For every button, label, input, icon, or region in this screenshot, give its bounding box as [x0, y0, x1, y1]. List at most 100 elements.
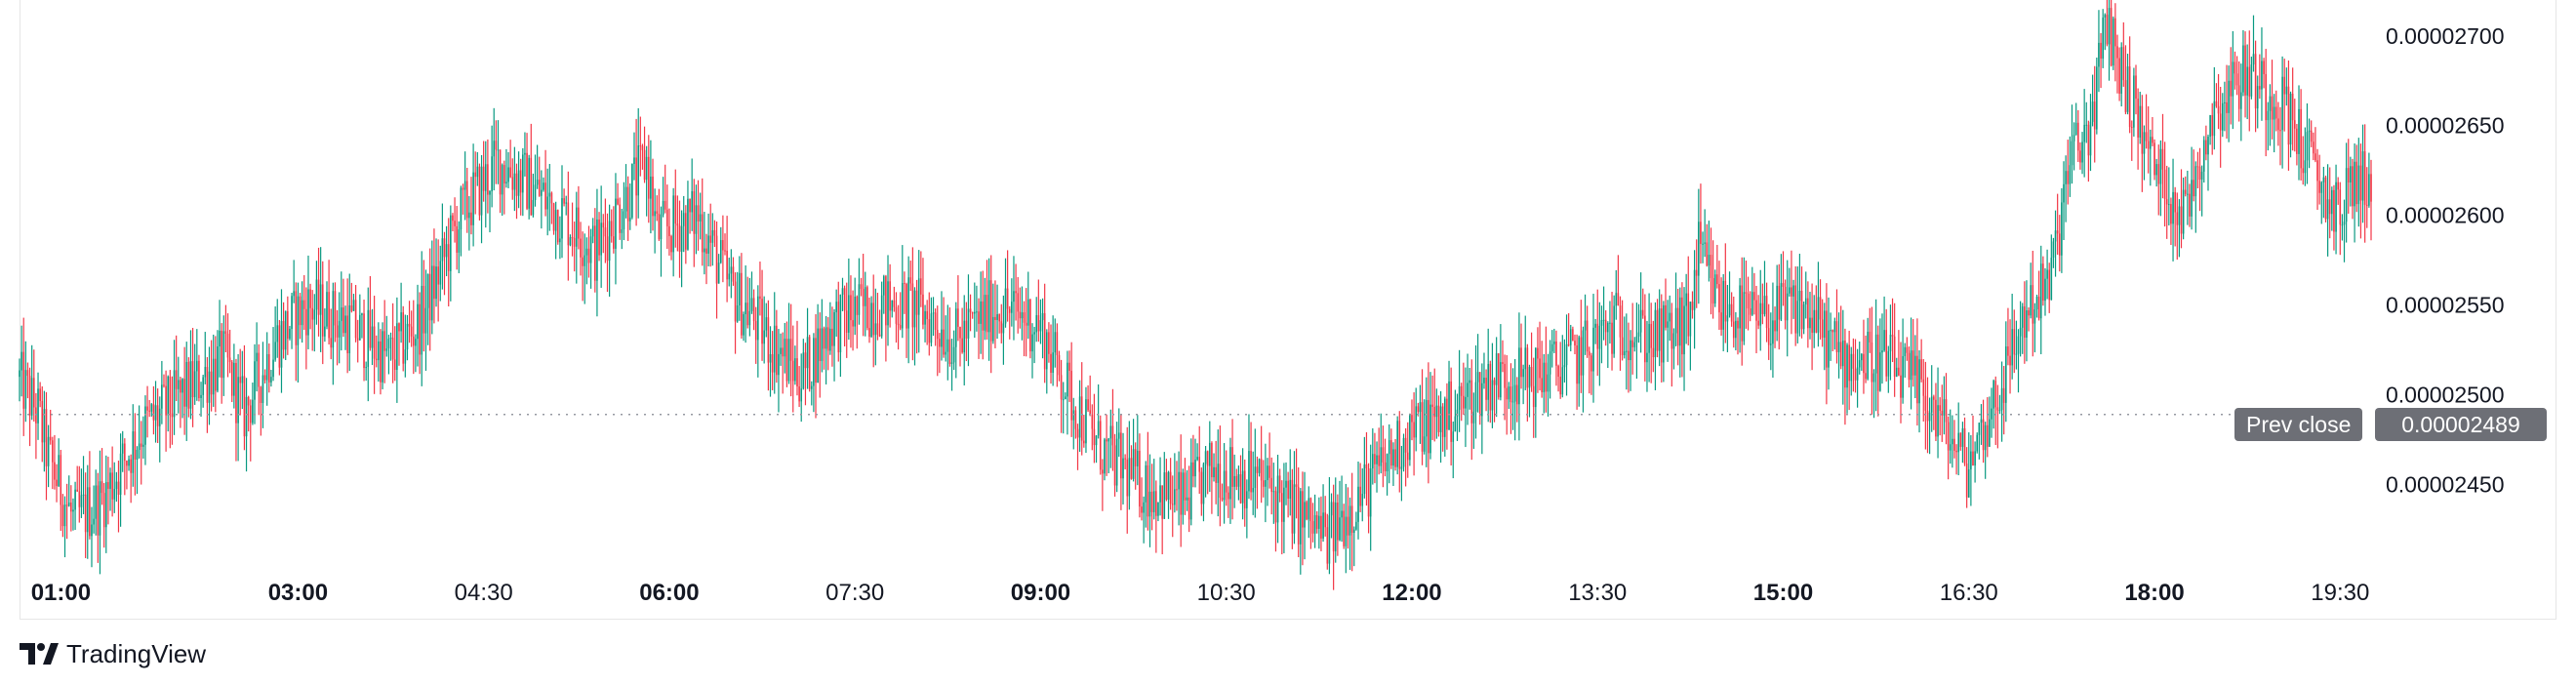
candle-body: [247, 396, 250, 406]
tradingview-brand[interactable]: TradingView: [20, 638, 206, 669]
candle-body: [1978, 423, 1981, 435]
candle-body: [2065, 171, 2067, 184]
candle-body: [460, 187, 463, 230]
candle-body: [987, 280, 990, 333]
candle-body: [1708, 255, 1711, 266]
candle-body: [1526, 347, 1529, 388]
candle-body: [2237, 85, 2240, 109]
candle-body: [1635, 336, 1638, 343]
candle-body: [1441, 406, 1444, 437]
candle-body: [49, 436, 52, 441]
candle-body: [2124, 80, 2127, 112]
candle-body: [746, 303, 749, 326]
candle-body: [662, 201, 664, 215]
candle-body: [1417, 406, 1420, 413]
candle-body: [1359, 486, 1361, 506]
candle-body: [1495, 353, 1498, 385]
candle-body: [584, 255, 586, 266]
candle-body: [1912, 350, 1914, 376]
candle-body: [656, 211, 659, 214]
candle-body: [52, 440, 54, 463]
candle-body: [1194, 460, 1196, 477]
candle-body: [524, 152, 526, 155]
candle-body: [2091, 101, 2094, 122]
candle-body: [544, 182, 546, 210]
candle-body: [263, 375, 266, 381]
candle-body: [850, 295, 852, 321]
candle-body: [1670, 312, 1673, 349]
candle-body: [854, 296, 856, 327]
candle-body: [2217, 105, 2220, 114]
candle-body: [1208, 442, 1211, 466]
candle-body: [1913, 355, 1916, 376]
candle-body: [1532, 385, 1535, 408]
y-axis[interactable]: 0.00002450 0.00002500 0.00002550 0.00002600…: [2386, 23, 2505, 498]
candle-body: [633, 157, 635, 165]
candle-body: [1678, 297, 1681, 346]
candle-body: [1326, 527, 1329, 564]
candle-body: [2114, 18, 2116, 47]
candle-body: [2300, 108, 2302, 169]
candle-body: [730, 266, 733, 274]
candle-body: [2153, 142, 2155, 176]
x-tick-label: 07:30: [825, 580, 884, 606]
candle-body: [2322, 177, 2325, 182]
candle-body: [509, 167, 511, 178]
candle-body: [922, 294, 924, 325]
candle-body: [1502, 362, 1504, 364]
candle-body: [1087, 399, 1089, 411]
candle-body: [501, 165, 503, 195]
candle-body: [2254, 54, 2257, 109]
candle-body: [424, 307, 427, 334]
candle-body: [117, 481, 120, 495]
candle-body: [1524, 347, 1527, 370]
candle-body: [2224, 101, 2226, 103]
candle-body: [1833, 321, 1836, 333]
x-axis[interactable]: 01:00 03:00 04:30 06:00 07:30 09:00 10:30 12:00…: [31, 580, 2370, 606]
candle-body: [311, 307, 313, 320]
candle-body: [328, 292, 330, 339]
candle-body: [1107, 438, 1110, 442]
x-tick-label: 18:00: [2124, 580, 2184, 606]
candle-body: [1202, 464, 1205, 504]
candle-body: [1178, 471, 1180, 490]
y-tick-label: 0.00002450: [2386, 471, 2505, 497]
candle-body: [1068, 362, 1070, 371]
price-chart[interactable]: 0.00002450 0.00002500 0.00002550 0.00002600…: [0, 0, 2576, 625]
candle-body: [2328, 199, 2331, 215]
candle-body: [2005, 345, 2007, 403]
candle-body: [41, 400, 44, 443]
candle-body: [60, 455, 62, 505]
candle-body: [1017, 293, 1019, 312]
chart-frame: [20, 0, 2556, 620]
candle-body: [476, 166, 479, 178]
candle-body: [2304, 160, 2307, 174]
candle-body: [1097, 421, 1100, 436]
candle-body: [676, 223, 679, 226]
candle-body: [1600, 320, 1603, 326]
candle-body: [784, 339, 786, 357]
candle-body: [1804, 298, 1807, 304]
candle-body: [2098, 42, 2100, 67]
candle-body: [2298, 108, 2300, 154]
candle-body: [2261, 61, 2263, 90]
candle-body: [1308, 498, 1310, 520]
x-tick-label: 04:30: [455, 580, 513, 606]
candle-body: [1876, 334, 1879, 391]
candle-body: [575, 207, 578, 247]
candle-body: [359, 314, 361, 341]
candle-body: [463, 181, 466, 190]
candle-body: [22, 351, 25, 409]
candle-body: [1054, 332, 1057, 353]
candle-body: [465, 181, 468, 219]
candle-body: [1952, 438, 1953, 445]
candle-body: [445, 244, 448, 258]
candle-body: [1794, 285, 1796, 334]
candle-body: [2163, 169, 2166, 199]
candle-body: [594, 225, 596, 281]
candle-body: [1130, 458, 1133, 479]
candle-body: [1724, 280, 1727, 322]
candle-body: [736, 305, 739, 322]
candle-body: [645, 156, 648, 181]
candle-body: [1278, 475, 1281, 494]
